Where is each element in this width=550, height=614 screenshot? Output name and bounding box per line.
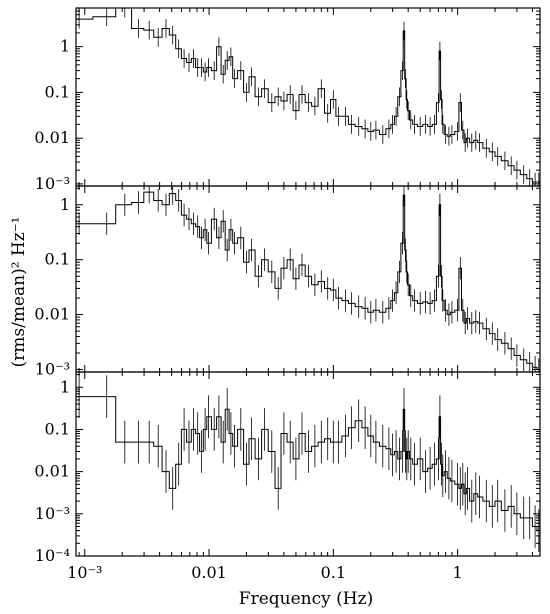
- y-tick-label: 10⁻³: [35, 359, 70, 378]
- panel-1: 10⁻³ 0.01 0.1 1: [34, 7, 541, 193]
- x-tick-label: 0.01: [191, 563, 227, 582]
- x-tick-label: 1: [453, 563, 463, 582]
- y-tick-label: 1: [60, 37, 70, 56]
- y-tick-label: 10⁻⁴: [35, 546, 70, 565]
- x-tick-label: 10⁻³: [67, 563, 102, 582]
- y-tick-label: 0.1: [45, 82, 70, 101]
- series-line-panel-1: [76, 7, 540, 183]
- panel-frame: [75, 371, 541, 557]
- y-tick-label: 0.1: [45, 419, 70, 438]
- y-tick-label: 10⁻³: [35, 174, 70, 193]
- y-tick-label: 0.01: [34, 128, 70, 147]
- y-axis-label: (rms/mean)² Hz⁻¹: [9, 216, 29, 367]
- y-tick-label: 0.01: [34, 305, 70, 324]
- y-tick-label: 10⁻³: [35, 504, 70, 523]
- x-tick-label: 0.1: [321, 563, 346, 582]
- x-axis-label: Frequency (Hz): [239, 589, 373, 609]
- series-line-panel-3: [76, 396, 540, 532]
- y-tick-label: 1: [60, 377, 70, 396]
- y-tick-label: 0.1: [45, 250, 70, 269]
- panel-3: 10⁻⁴ 10⁻³ 0.01 0.1 1: [34, 371, 541, 565]
- y-tick-label: 1: [60, 195, 70, 214]
- panel-2: 10⁻³ 0.01 0.1 1: [34, 185, 541, 378]
- y-tick-label: 0.01: [34, 462, 70, 481]
